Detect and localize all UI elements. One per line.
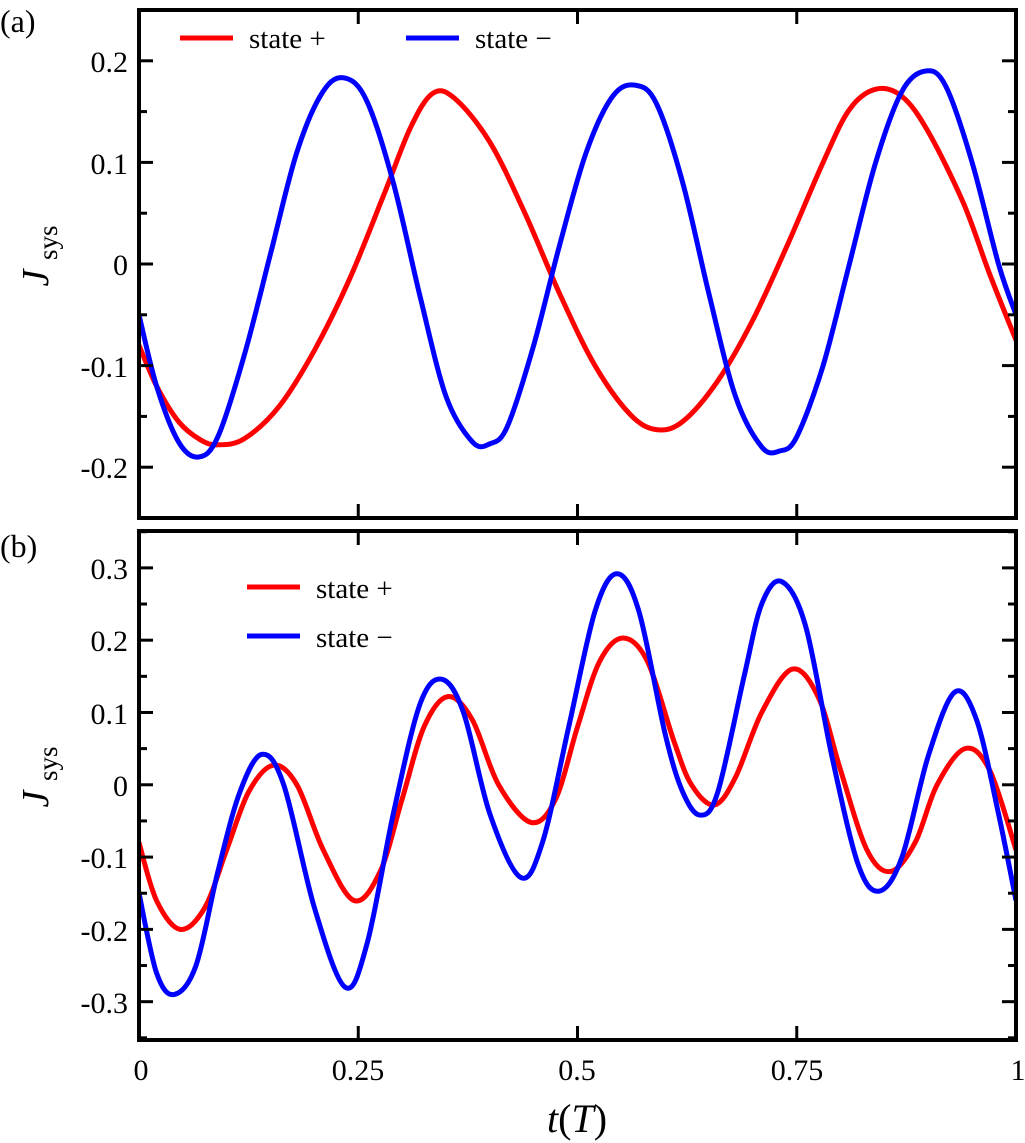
legend-label-state-minus: state − <box>475 23 552 55</box>
xtick-label: 0.25 <box>332 1054 385 1087</box>
panel-b: (b) 0.3 0.2 0.1 0 -0.1 -0.2 -0.3 0 0.25 … <box>0 528 1025 1141</box>
ytick-label: 0.1 <box>91 698 129 731</box>
x-axis-label: t(T) <box>547 1096 607 1141</box>
ytick-label: -0.3 <box>81 987 129 1020</box>
xlabel-unit: T <box>571 1096 596 1141</box>
panel-a-legend: state + state − <box>180 23 552 55</box>
ylabel-sub: sys <box>33 746 63 781</box>
legend-label-state-plus: state + <box>316 573 393 605</box>
ytick-label: 0 <box>113 770 128 803</box>
ytick-label: 0 <box>113 249 128 282</box>
xlabel-open-paren: ( <box>558 1096 571 1141</box>
ytick-label: -0.2 <box>81 915 129 948</box>
xlabel-text: t(T) <box>547 1096 607 1141</box>
panel-b-legend: state + state − <box>247 573 393 654</box>
ytick-label: 0.2 <box>91 46 129 79</box>
panel-a-ytick-labels: 0.2 0.1 0 -0.1 -0.2 <box>81 46 129 485</box>
legend-label-state-plus: state + <box>249 23 326 55</box>
panel-b-xtick-labels: 0 0.25 0.5 0.75 1 <box>134 1054 1025 1087</box>
ylabel-main: J <box>15 267 57 286</box>
panel-a-series <box>139 68 1016 460</box>
panel-b-frame <box>137 529 1018 1042</box>
xtick-label: 0 <box>134 1054 149 1087</box>
xtick-label: 1 <box>1011 1054 1025 1087</box>
ytick-label: -0.1 <box>81 351 129 384</box>
series-line-state-plus <box>139 85 1016 448</box>
panel-b-series <box>139 571 1016 998</box>
series-line-state-minus <box>139 571 1016 998</box>
series-line-state-minus <box>139 68 1016 460</box>
panel-a: (a) 0.2 0.1 0 -0.1 -0.2 J sys state + st… <box>0 3 1018 520</box>
ytick-label: -0.1 <box>81 842 129 875</box>
xtick-label: 0.5 <box>558 1054 596 1087</box>
panel-a-ticks <box>139 10 1016 518</box>
ytick-label: -0.2 <box>81 452 129 485</box>
panel-b-ytick-labels: 0.3 0.2 0.1 0 -0.1 -0.2 -0.3 <box>81 553 129 1020</box>
ytick-label: 0.1 <box>91 148 129 181</box>
panel-b-label: (b) <box>0 528 37 564</box>
ylabel-sub: sys <box>33 225 63 260</box>
ytick-label: 0.3 <box>91 553 129 586</box>
xtick-label: 0.75 <box>771 1054 824 1087</box>
ytick-label: 0.2 <box>91 625 129 658</box>
panel-a-label: (a) <box>0 3 36 39</box>
panel-b-ticks <box>139 530 1016 1040</box>
legend-label-state-minus: state − <box>316 622 393 654</box>
ylabel-main: J <box>15 788 57 807</box>
xlabel-close-paren: ) <box>594 1096 607 1141</box>
panel-b-ylabel: J sys <box>15 746 63 807</box>
xlabel-var: t <box>547 1096 559 1141</box>
panel-a-ylabel: J sys <box>15 225 63 286</box>
